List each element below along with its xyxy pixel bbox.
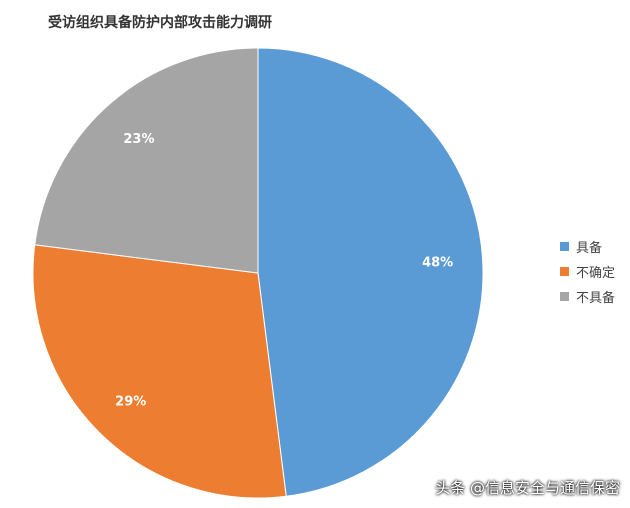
pie-slice-1 — [32, 244, 287, 499]
data-label: 23% — [123, 132, 154, 147]
legend-item: 不具备 — [560, 284, 615, 309]
legend-swatch — [560, 292, 569, 301]
chart-title: 受访组织具备防护内部攻击能力调研 — [48, 15, 272, 31]
legend-label: 不具备 — [576, 291, 616, 306]
legend-item: 不确定 — [560, 259, 615, 284]
legend: 具备 不确定 不具备 — [560, 234, 615, 309]
legend-label: 具备 — [576, 241, 603, 256]
data-label: 29% — [115, 394, 146, 409]
pie-slice-0 — [257, 47, 484, 497]
pie-slice-2 — [34, 47, 259, 274]
data-label: 48% — [422, 256, 453, 271]
legend-label: 不确定 — [576, 266, 616, 281]
legend-item: 具备 — [560, 234, 615, 259]
legend-swatch — [560, 242, 569, 251]
legend-swatch — [560, 267, 569, 276]
watermark: 头条 @信息安全与通信保密 — [435, 479, 620, 497]
